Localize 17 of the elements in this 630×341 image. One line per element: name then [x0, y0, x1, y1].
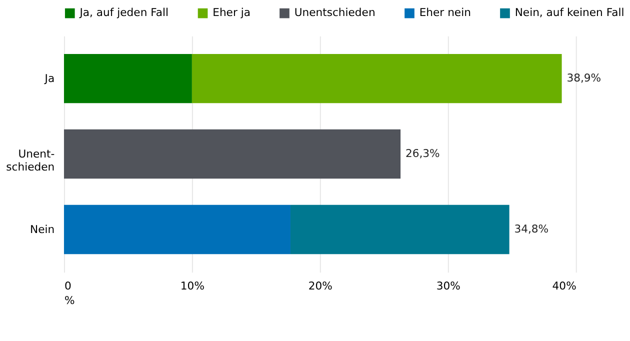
legend-label: Eher ja — [212, 6, 250, 20]
x-tick-label: 30% — [436, 279, 460, 292]
y-tick-label: Ja — [44, 72, 55, 86]
x-tick-label: 40% — [552, 279, 576, 292]
total-label: 34,8% — [514, 222, 549, 236]
x-tick-label: 0 — [64, 279, 72, 292]
legend-label: Eher nein — [419, 6, 471, 20]
legend-label: Unentschieden — [294, 6, 376, 20]
legend-label: Nein, auf keinen Fall — [514, 6, 624, 20]
x-axis-title: % — [64, 294, 75, 308]
total-label: 26,3% — [405, 146, 440, 160]
y-tick-label: Unent- schieden — [6, 147, 55, 174]
total-label: 38,9% — [566, 72, 602, 85]
legend-label: Ja, auf jeden Fall — [78, 6, 168, 20]
x-tick-label: 10% — [180, 279, 204, 292]
y-tick-label: Nein — [30, 222, 55, 236]
x-tick-label: 20% — [308, 279, 332, 292]
